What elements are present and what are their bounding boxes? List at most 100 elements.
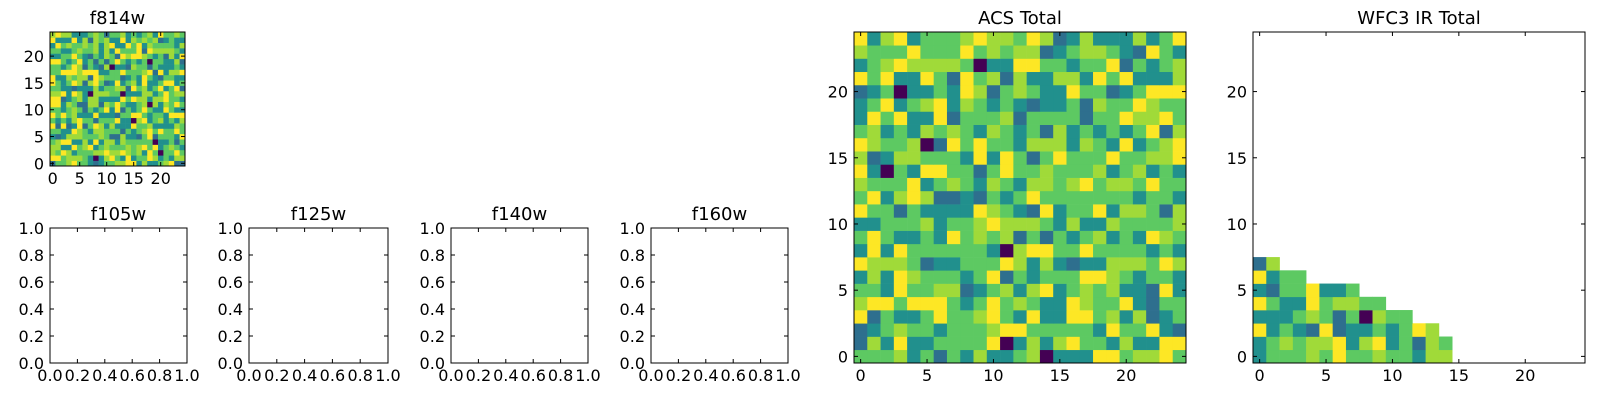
heatmap-cell xyxy=(1345,310,1360,324)
x-tick-label: 0.0 xyxy=(638,366,663,385)
heatmap-cell xyxy=(1106,32,1120,46)
heatmap-cell xyxy=(87,69,94,76)
heatmap-cell xyxy=(880,336,895,351)
heatmap-cell xyxy=(854,164,868,178)
heatmap-cell xyxy=(152,96,159,102)
heatmap-cell xyxy=(1013,296,1027,311)
chart-title: f160w xyxy=(692,204,747,225)
heatmap-cell xyxy=(1079,217,1094,231)
heatmap-cell xyxy=(946,137,961,152)
heatmap-cell xyxy=(98,139,105,145)
heatmap-cell xyxy=(82,80,89,86)
heatmap-cell xyxy=(120,144,126,151)
heatmap-cell xyxy=(66,107,72,113)
heatmap-cell xyxy=(1053,310,1067,324)
x-tick-label: 1.0 xyxy=(375,366,400,385)
heatmap-cell xyxy=(131,112,137,119)
heatmap-cell xyxy=(114,53,121,60)
heatmap-cell xyxy=(136,69,143,76)
heatmap-cell xyxy=(104,74,110,81)
heatmap-cell xyxy=(131,90,137,97)
heatmap-cell xyxy=(1093,349,1107,364)
heatmap-cell xyxy=(854,45,868,59)
heatmap-cell xyxy=(1345,296,1360,311)
heatmap-cell xyxy=(986,270,1001,284)
heatmap-cell xyxy=(179,64,186,70)
heatmap-cell xyxy=(136,74,143,81)
heatmap-cell xyxy=(168,37,175,44)
heatmap-cell xyxy=(1132,137,1147,152)
heatmap-cell xyxy=(854,137,868,152)
heatmap-cell xyxy=(1159,296,1174,311)
heatmap-cell xyxy=(1146,137,1160,152)
heatmap-cell xyxy=(1026,124,1041,139)
heatmap-cell xyxy=(120,133,126,140)
heatmap-cell xyxy=(77,112,83,119)
heatmap-cell xyxy=(1399,323,1413,337)
heatmap-cell xyxy=(109,123,116,129)
heatmap-cell xyxy=(1279,349,1294,364)
x-tick-label: 5 xyxy=(922,366,932,385)
heatmap-cell xyxy=(179,37,186,44)
heatmap-cell xyxy=(98,69,105,76)
heatmap-cell xyxy=(1013,164,1027,178)
heatmap-cell xyxy=(87,42,94,49)
heatmap-cell xyxy=(960,217,974,231)
heatmap-cell xyxy=(1066,217,1081,231)
heatmap-cell xyxy=(880,151,895,165)
heatmap-cell xyxy=(854,336,868,351)
heatmap-cell xyxy=(1132,164,1147,178)
heatmap-cell xyxy=(152,90,159,97)
heatmap-cell xyxy=(60,69,67,76)
heatmap-cell xyxy=(60,149,67,156)
heatmap-cell xyxy=(1119,310,1134,324)
heatmap-cell xyxy=(55,155,62,161)
heatmap-cell xyxy=(66,58,72,65)
heatmap-cell xyxy=(114,96,121,102)
heatmap-cell xyxy=(1159,336,1174,351)
heatmap-cell xyxy=(168,90,175,97)
heatmap-cell xyxy=(168,123,175,129)
heatmap-cell xyxy=(179,69,186,76)
heatmap-cell xyxy=(179,155,186,161)
heatmap-cell xyxy=(87,90,94,97)
heatmap-cell xyxy=(60,133,67,140)
heatmap-cell xyxy=(114,42,121,49)
heatmap-cell xyxy=(147,155,153,161)
heatmap-cell xyxy=(120,123,126,129)
heatmap-cell xyxy=(158,133,164,140)
y-tick-label: 0.4 xyxy=(19,300,44,319)
heatmap-cell xyxy=(82,74,89,81)
heatmap-cell xyxy=(104,101,110,108)
heatmap-cell xyxy=(1172,190,1187,205)
heatmap-cell xyxy=(50,69,56,76)
heatmap-cell xyxy=(1146,283,1160,298)
heatmap-cell xyxy=(1013,32,1027,46)
heatmap-cell xyxy=(1132,270,1147,284)
heatmap-cell xyxy=(946,32,961,46)
heatmap-cell xyxy=(109,139,116,145)
heatmap-cell xyxy=(907,323,921,337)
heatmap-cell xyxy=(50,64,56,70)
heatmap-cell xyxy=(1306,283,1320,298)
heatmap-cell xyxy=(960,84,974,99)
heatmap-cell xyxy=(1159,190,1174,205)
heatmap-cell xyxy=(1079,111,1094,125)
heatmap-cell xyxy=(893,283,908,298)
x-tick-label: 0.2 xyxy=(65,366,90,385)
heatmap-cell xyxy=(1066,32,1081,46)
heatmap-cell xyxy=(933,151,948,165)
heatmap-cell xyxy=(125,64,132,70)
x-tick-label: 0.2 xyxy=(264,366,289,385)
heatmap-cell xyxy=(1146,45,1160,59)
heatmap-cell xyxy=(1132,310,1147,324)
heatmap-cell xyxy=(946,204,961,218)
heatmap-cell xyxy=(1079,323,1094,337)
heatmap-cell xyxy=(1412,336,1426,351)
heatmap-cell xyxy=(77,149,83,156)
heatmap-cell xyxy=(893,230,908,245)
heatmap-cell xyxy=(1266,349,1280,364)
heatmap-cell xyxy=(168,69,175,76)
heatmap-cell xyxy=(960,310,974,324)
